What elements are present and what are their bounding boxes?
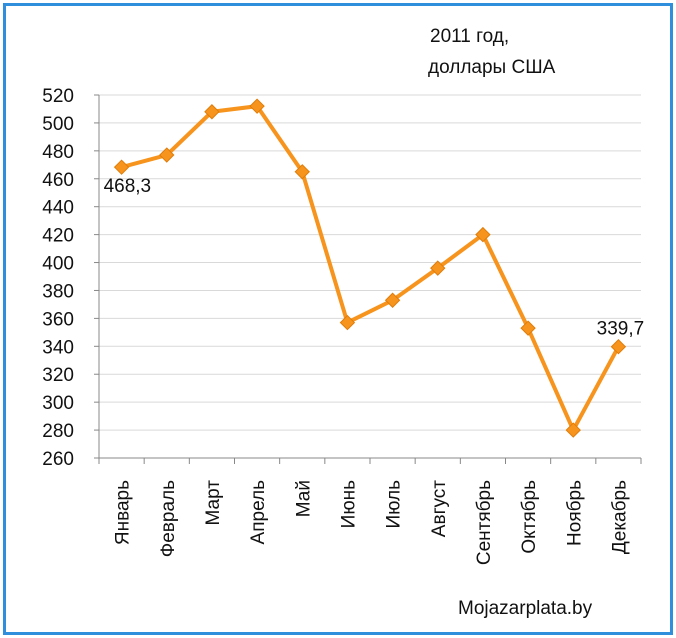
y-tick-label: 400 <box>42 254 74 275</box>
y-tick-label: 440 <box>42 198 74 219</box>
data-point <box>430 260 446 276</box>
x-tick-label: Декабрь <box>609 480 630 554</box>
data-point <box>520 320 536 336</box>
y-tick-label: 280 <box>42 421 74 442</box>
y-tick-label: 480 <box>42 142 74 163</box>
y-tick-labels: 260 280 300 320 340 360 380 400 420 440 460 480 500 5… <box>42 86 74 470</box>
chart-frame <box>3 3 673 635</box>
y-tick-label: 460 <box>42 170 74 191</box>
watermark-text: Mojazarplata.by <box>458 598 593 619</box>
x-tick-labels: Январь Февраль Март Апрель Май Июнь Июль Август… <box>113 480 631 565</box>
data-label: 468,3 <box>104 176 152 197</box>
axes <box>94 94 642 464</box>
data-labels: 468,3 339,7 <box>104 176 645 340</box>
y-tick-label: 360 <box>42 309 74 330</box>
y-tick-label: 520 <box>42 86 74 107</box>
x-tick-label: Август <box>429 480 450 537</box>
data-point <box>384 292 401 308</box>
data-point <box>475 226 491 243</box>
chart-title-line2: доллары США <box>428 57 556 78</box>
data-point <box>159 147 175 163</box>
data-point <box>610 339 627 355</box>
data-point <box>249 98 265 114</box>
data-point <box>204 104 220 120</box>
x-tick-label: Апрель <box>248 480 269 545</box>
series <box>113 98 627 438</box>
gridlines <box>99 94 641 431</box>
x-tick-label: Сентябрь <box>474 480 495 565</box>
chart-title-line1: 2011 год, <box>430 26 509 47</box>
data-label: 339,7 <box>597 319 645 340</box>
x-tick-label: Октябрь <box>519 480 540 554</box>
y-tick-label: 380 <box>42 281 74 302</box>
x-tick-label: Февраль <box>158 480 179 557</box>
y-tick-label: 260 <box>42 449 74 470</box>
y-tick-label: 420 <box>42 226 74 247</box>
y-tick-label: 300 <box>42 393 74 414</box>
x-tick-label: Ноябрь <box>564 480 585 546</box>
y-tick-label: 320 <box>42 365 74 386</box>
x-tick-label: Январь <box>113 480 134 545</box>
x-tick-label: Май <box>293 480 314 517</box>
data-point <box>565 422 581 438</box>
x-tick-label: Июль <box>384 480 405 529</box>
y-tick-label: 340 <box>42 337 74 358</box>
data-point <box>113 159 130 175</box>
x-tick-label: Июнь <box>338 480 359 528</box>
data-point <box>294 164 310 180</box>
x-tick-label: Март <box>203 480 224 526</box>
data-point <box>339 314 356 331</box>
y-tick-label: 500 <box>42 114 74 135</box>
series-line <box>121 104 621 433</box>
